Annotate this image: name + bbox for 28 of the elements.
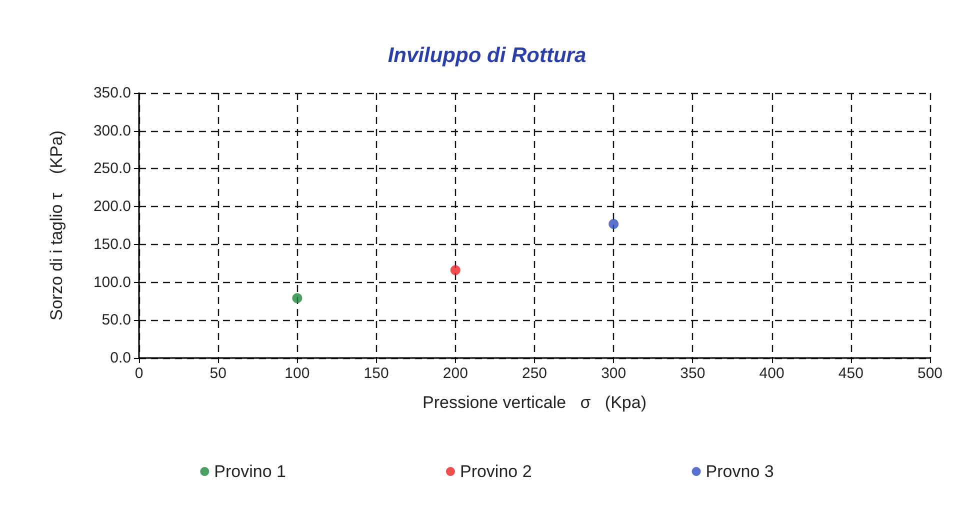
legend-label: Provino 1	[214, 462, 286, 481]
y-tick-label: 150.0	[93, 236, 131, 253]
x-tick-label: 200	[442, 365, 468, 382]
x-tick-label: 0	[134, 365, 144, 382]
x-tick-label: 500	[917, 365, 943, 382]
x-tick-label: 400	[759, 365, 784, 382]
y-tick-label: 50.0	[102, 312, 131, 329]
x-tick-label: 150	[364, 365, 389, 382]
y-tick-label: 300.0	[93, 122, 131, 140]
x-tick-label: 100	[284, 365, 310, 382]
y-axis-title: Sorzo di i taglio τ (KPa)	[47, 130, 66, 321]
x-tick-label: 450	[838, 365, 864, 382]
x-tick-label: 250	[522, 365, 548, 382]
point	[450, 265, 460, 276]
point	[292, 293, 302, 304]
y-tick-label: 350.0	[93, 84, 131, 102]
x-axis-title: Pressione verticale σ (Kpa)	[422, 393, 647, 412]
legend-label: Provno 3	[706, 462, 774, 481]
y-tick-label: 100.0	[93, 274, 131, 291]
point	[608, 218, 619, 229]
legend-label: Provino 2	[460, 462, 532, 481]
chart-title: Inviluppo di Rottura	[388, 44, 586, 67]
y-tick-label: 250.0	[93, 160, 131, 178]
x-tick-label: 300	[601, 365, 626, 382]
y-tick-label: 0.0	[110, 350, 131, 366]
y-tick-label: 200.0	[93, 198, 131, 216]
x-tick-label: 350	[680, 365, 706, 382]
x-tick-label: 50	[210, 365, 226, 382]
